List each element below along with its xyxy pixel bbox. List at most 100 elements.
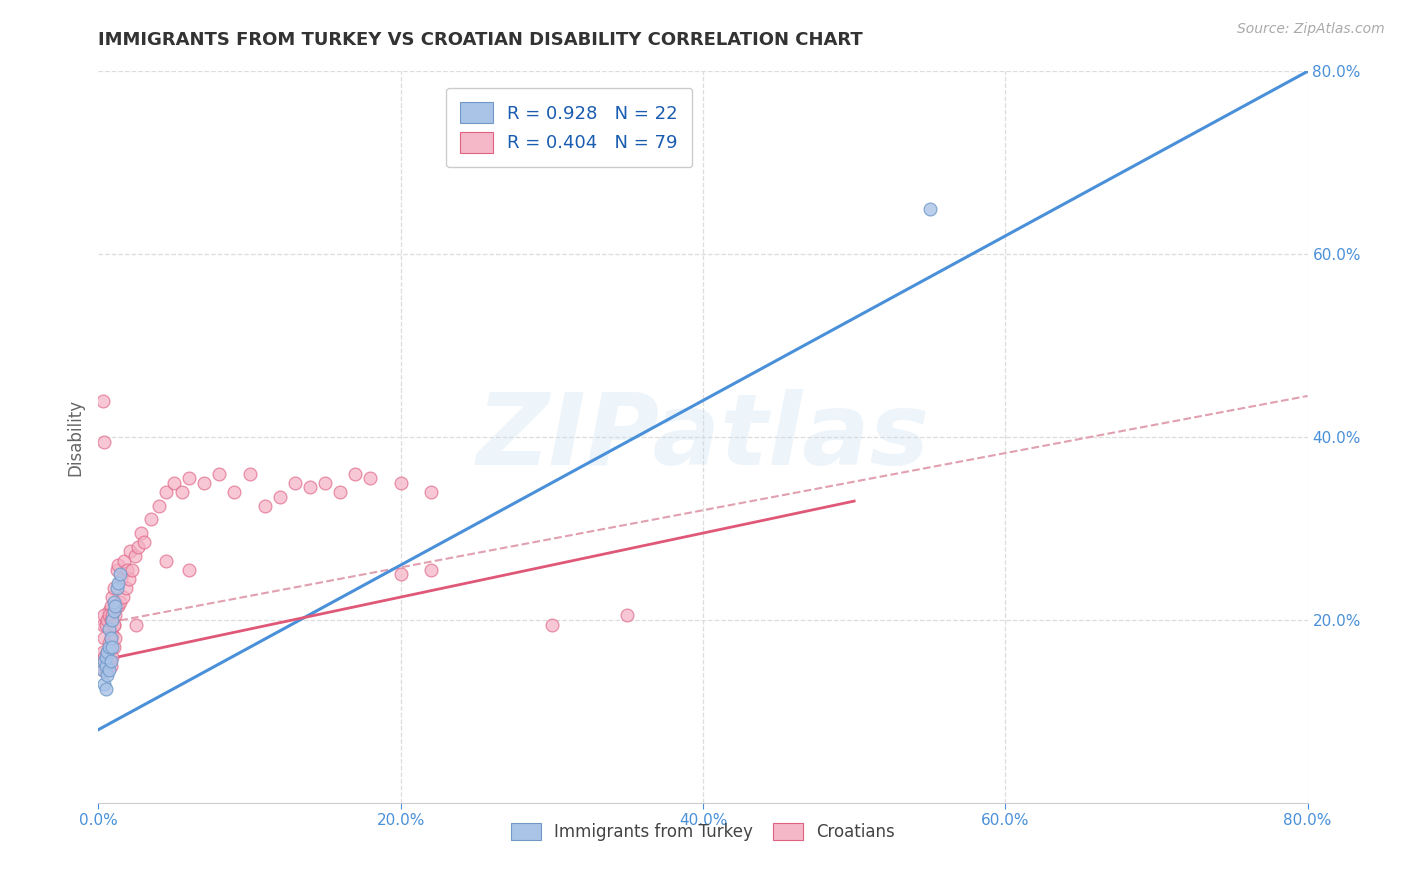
Point: [389, 475, 412, 490]
Point: [540, 617, 562, 632]
Point: [360, 471, 382, 485]
Point: [107, 558, 129, 573]
Point: [104, 632, 127, 646]
Point: [103, 604, 125, 618]
Point: [121, 563, 143, 577]
Point: [91, 393, 114, 408]
Point: [91, 663, 114, 677]
Point: [114, 581, 136, 595]
Text: Source: ZipAtlas.com: Source: ZipAtlas.com: [1237, 22, 1385, 37]
Point: [96, 667, 118, 681]
Point: [93, 677, 115, 691]
Point: [420, 485, 443, 500]
Point: [94, 658, 117, 673]
Point: [115, 563, 138, 577]
Point: [107, 576, 129, 591]
Point: [96, 645, 118, 659]
Point: [96, 645, 118, 659]
Point: [100, 613, 122, 627]
Point: [124, 549, 146, 563]
Point: [132, 535, 155, 549]
Point: [329, 485, 352, 500]
Point: [127, 540, 149, 554]
Point: [98, 636, 121, 650]
Point: [98, 640, 121, 655]
Point: [420, 563, 443, 577]
Point: [94, 681, 117, 696]
Legend: Immigrants from Turkey, Croatians: Immigrants from Turkey, Croatians: [502, 814, 904, 849]
Point: [98, 604, 121, 618]
Point: [93, 608, 115, 623]
Point: [118, 572, 141, 586]
Point: [344, 467, 367, 481]
Point: [616, 608, 638, 623]
Text: IMMIGRANTS FROM TURKEY VS CROATIAN DISABILITY CORRELATION CHART: IMMIGRANTS FROM TURKEY VS CROATIAN DISAB…: [98, 31, 863, 49]
Point: [100, 599, 122, 614]
Point: [103, 640, 125, 655]
Point: [101, 613, 124, 627]
Point: [155, 485, 177, 500]
Point: [94, 649, 117, 664]
Point: [94, 617, 117, 632]
Point: [96, 613, 118, 627]
Point: [179, 471, 201, 485]
Point: [389, 567, 412, 582]
Point: [101, 590, 124, 604]
Point: [93, 434, 115, 449]
Point: [105, 599, 128, 614]
Point: [269, 490, 291, 504]
Point: [129, 526, 152, 541]
Point: [100, 654, 122, 668]
Point: [101, 640, 124, 655]
Point: [101, 608, 124, 623]
Point: [91, 617, 114, 632]
Point: [125, 617, 148, 632]
Point: [100, 632, 122, 646]
Point: [103, 617, 125, 632]
Point: [179, 563, 201, 577]
Point: [93, 654, 115, 668]
Point: [90, 654, 112, 668]
Point: [107, 599, 129, 614]
Point: [103, 594, 125, 608]
Point: [100, 632, 122, 646]
Point: [148, 499, 170, 513]
Point: [104, 608, 127, 623]
Text: ZIPatlas: ZIPatlas: [477, 389, 929, 485]
Point: [284, 475, 307, 490]
Point: [253, 499, 276, 513]
Point: [98, 663, 121, 677]
Point: [103, 581, 125, 595]
Point: [141, 512, 163, 526]
Point: [120, 544, 142, 558]
Y-axis label: Disability: Disability: [66, 399, 84, 475]
Point: [101, 626, 124, 640]
Point: [91, 663, 114, 677]
Point: [94, 654, 117, 668]
Point: [108, 567, 131, 582]
Point: [155, 553, 177, 567]
Point: [104, 599, 127, 614]
Point: [193, 475, 215, 490]
Point: [111, 590, 134, 604]
Point: [91, 645, 114, 659]
Point: [98, 654, 121, 668]
Point: [224, 485, 246, 500]
Point: [299, 480, 322, 494]
Point: [96, 613, 118, 627]
Point: [239, 467, 262, 481]
Point: [101, 649, 124, 664]
Point: [110, 572, 132, 586]
Point: [918, 202, 941, 216]
Point: [112, 553, 135, 567]
Point: [94, 617, 117, 632]
Point: [314, 475, 336, 490]
Point: [100, 658, 122, 673]
Point: [170, 485, 193, 500]
Point: [98, 622, 121, 636]
Point: [96, 663, 118, 677]
Point: [163, 475, 186, 490]
Point: [105, 563, 128, 577]
Point: [105, 581, 128, 595]
Point: [94, 663, 117, 677]
